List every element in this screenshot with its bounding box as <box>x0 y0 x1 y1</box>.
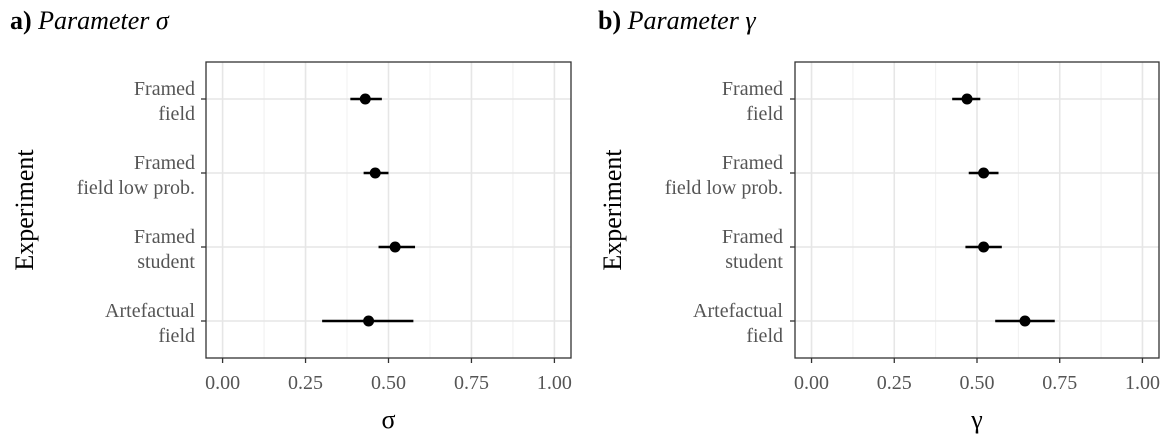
x-tick-label: 0.50 <box>960 372 995 394</box>
x-tick-label: 0.50 <box>371 372 406 394</box>
y-tick-label-line2: student <box>725 251 783 273</box>
x-tick-label: 1.00 <box>537 372 572 394</box>
y-tick-label-line1: Framed <box>722 226 783 248</box>
y-tick-label-line2: field <box>746 103 783 125</box>
estimate-point <box>369 167 381 179</box>
x-tick-label: 0.75 <box>1042 372 1077 394</box>
panel-b-parameter: Parameter γ <box>627 6 756 35</box>
y-tick-label-line1: Artefactual <box>105 300 195 322</box>
x-tick-label: 0.00 <box>205 372 240 394</box>
panel-a-parameter: Parameter σ <box>38 6 169 35</box>
estimate-point <box>1019 315 1031 327</box>
x-axis-title: σ <box>381 405 395 434</box>
y-tick-label-line2: field low prob. <box>665 177 783 199</box>
y-tick-label-line1: Framed <box>722 78 783 100</box>
panel-a-letter: a) <box>10 6 32 35</box>
x-axis-title: γ <box>970 405 983 434</box>
estimate-point <box>389 241 401 253</box>
y-tick-label-line1: Framed <box>722 152 783 174</box>
y-tick-label-line2: field <box>158 103 195 125</box>
y-tick-label-line2: field <box>158 325 195 347</box>
y-tick-label-line1: Framed <box>134 78 195 100</box>
y-tick-label-line2: student <box>137 251 195 273</box>
y-tick-label-line2: field low prob. <box>77 177 195 199</box>
y-tick-label-line2: field <box>746 325 783 347</box>
estimate-point <box>978 241 990 253</box>
estimate-point <box>961 93 973 105</box>
y-tick-label-line1: Framed <box>134 226 195 248</box>
x-tick-label: 0.00 <box>794 372 829 394</box>
y-tick-label-line1: Framed <box>134 152 195 174</box>
x-tick-label: 1.00 <box>1125 372 1160 394</box>
panel-b-title: b) Parameter γ <box>598 6 756 36</box>
panel-b-letter: b) <box>598 6 622 35</box>
y-tick-label-line1: Artefactual <box>693 300 783 322</box>
x-tick-label: 0.75 <box>454 372 489 394</box>
estimate-point <box>978 167 990 179</box>
panel-a-title: a) Parameter σ <box>10 6 169 36</box>
y-axis-title: Experiment <box>598 149 627 271</box>
x-tick-label: 0.25 <box>288 372 323 394</box>
y-axis-title: Experiment <box>10 149 39 271</box>
estimate-point <box>363 315 375 327</box>
x-tick-label: 0.25 <box>877 372 912 394</box>
estimate-point <box>359 93 371 105</box>
